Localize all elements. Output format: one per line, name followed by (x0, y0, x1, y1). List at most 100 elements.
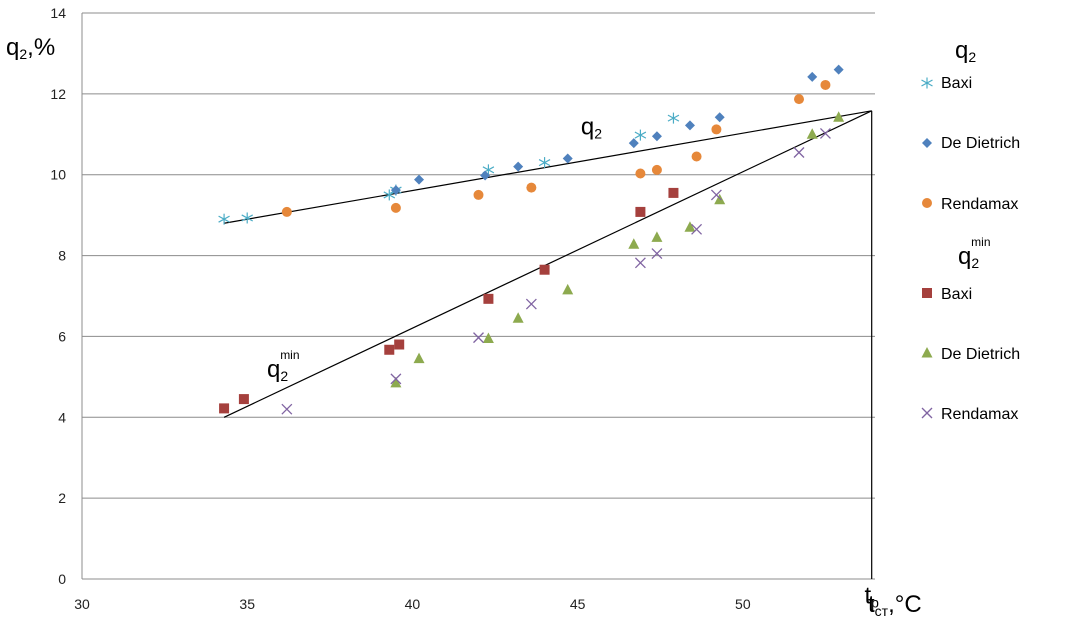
data-point-square (668, 187, 679, 198)
data-point-triangle (482, 332, 494, 343)
data-point-square (539, 264, 550, 275)
data-point-circle (820, 79, 831, 90)
y-tick-label: 14 (50, 5, 66, 21)
data-point-circle (526, 182, 537, 193)
trend-line-0 (223, 110, 872, 224)
data-point-triangle (512, 312, 524, 323)
data-point-x (691, 223, 703, 235)
data-point-square (219, 403, 230, 414)
y-axis-title: q2,% (6, 34, 55, 62)
data-point-x (651, 248, 663, 260)
data-point-x (281, 403, 293, 415)
annotations: q2 q2min tp (267, 113, 879, 610)
legend-item-baxi-q2: Baxi (921, 75, 972, 92)
data-point-square (483, 293, 494, 304)
svg-text:Rendamax: Rendamax (941, 196, 1018, 213)
data-point-circle (281, 206, 292, 217)
data-point-square (394, 339, 405, 350)
data-point-circle (473, 189, 484, 200)
series-0 (218, 112, 680, 225)
grid-lines (82, 12, 875, 499)
chart-legend: q2 q2min Baxi De Dietrich Rendamax Baxi … (921, 37, 1020, 423)
data-point-circle (691, 151, 702, 162)
annotation-0: q2 (581, 113, 602, 141)
legend-item-rendamax-q2min: Rendamax (921, 406, 1018, 423)
legend-item-rendamax-q2: Rendamax (922, 196, 1018, 213)
x-tick-label: 45 (570, 596, 586, 612)
series-5 (281, 128, 831, 415)
trend-line-1 (223, 110, 872, 418)
data-point-diamond (651, 131, 662, 142)
data-point-circle (711, 124, 722, 135)
series-1 (390, 64, 844, 196)
svg-text:Baxi: Baxi (941, 286, 972, 303)
y-tick-label: 4 (58, 409, 66, 425)
legend-item-baxi-q2min: Baxi (922, 286, 972, 303)
y-tick-label: 6 (58, 328, 66, 344)
svg-text:De Dietrich: De Dietrich (941, 135, 1020, 152)
data-point-triangle (921, 347, 933, 358)
data-point-square (238, 394, 249, 405)
data-point-asterisk (921, 77, 933, 89)
x-tick-label: 30 (74, 596, 90, 612)
data-point-x (921, 407, 933, 419)
data-point-circle (651, 164, 662, 175)
y-tick-label: 0 (58, 571, 66, 587)
data-point-triangle (806, 128, 818, 139)
data-point-x (819, 128, 831, 139)
svg-text:Rendamax: Rendamax (941, 406, 1018, 423)
data-point-diamond (513, 161, 524, 172)
annotation-2: tp (864, 582, 879, 610)
x-tick-label: 35 (239, 596, 255, 612)
y-tick-label: 10 (50, 167, 66, 183)
x-axis-title: tст,°C (868, 591, 922, 619)
data-point-x (793, 147, 805, 158)
data-point-square (384, 344, 395, 355)
data-point-triangle (684, 221, 696, 232)
data-point-asterisk (667, 112, 680, 124)
data-point-asterisk (634, 129, 647, 141)
x-tick-label: 40 (405, 596, 421, 612)
x-tick-label: 50 (735, 596, 751, 612)
y-tick-label: 12 (50, 86, 66, 102)
data-point-triangle (833, 111, 845, 122)
data-point-asterisk (218, 213, 230, 225)
data-point-x (473, 332, 484, 344)
series-3 (219, 187, 679, 414)
svg-text:Baxi: Baxi (941, 75, 972, 92)
data-point-diamond (562, 153, 573, 164)
legend-item-dedietrich-q2: De Dietrich (922, 135, 1020, 152)
data-point-diamond (390, 185, 401, 196)
legend-group-q2min-title: q2min (958, 235, 991, 271)
data-point-diamond (714, 112, 725, 123)
trend-lines (223, 110, 873, 579)
data-point-x (525, 298, 537, 310)
data-point-circle (922, 198, 932, 208)
data-point-diamond (414, 174, 425, 185)
legend-item-dedietrich-q2min: De Dietrich (921, 346, 1020, 363)
series-2 (281, 79, 831, 217)
data-point-diamond (922, 138, 932, 148)
y-tick-label: 2 (58, 490, 66, 506)
svg-text:De Dietrich: De Dietrich (941, 346, 1020, 363)
data-point-asterisk (241, 212, 253, 224)
data-point-diamond (480, 170, 491, 181)
data-point-asterisk (538, 157, 551, 169)
data-point-x (634, 257, 646, 269)
data-point-diamond (628, 138, 639, 149)
data-point-square (922, 288, 932, 298)
data-point-circle (635, 168, 646, 179)
data-point-triangle (651, 231, 663, 242)
data-point-circle (390, 202, 401, 213)
data-point-diamond (833, 64, 844, 75)
data-points (218, 64, 845, 415)
data-point-x (710, 189, 722, 201)
data-point-triangle (628, 238, 640, 249)
data-point-triangle (413, 352, 425, 364)
data-point-diamond (807, 71, 818, 82)
tick-labels: 0 2 4 6 8 10 12 14 30 35 40 45 50 (50, 5, 750, 612)
y-tick-label: 8 (58, 248, 66, 264)
annotation-1: q2min (267, 348, 300, 384)
data-point-asterisk (383, 189, 396, 201)
